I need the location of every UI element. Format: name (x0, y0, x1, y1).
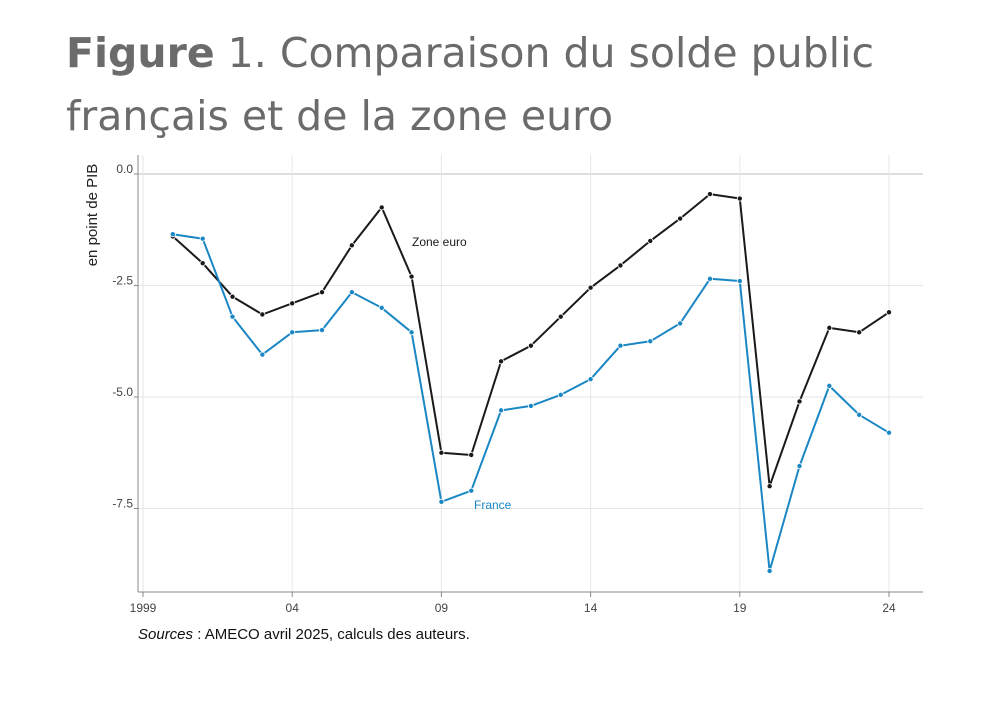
data-point-france (229, 313, 236, 320)
data-point-france (408, 329, 415, 336)
x-ticks: 1999 04 09 14 19 24 (130, 592, 896, 615)
data-point-france (677, 320, 684, 327)
data-point-zone-euro (647, 237, 654, 244)
data-point-zone-euro (229, 293, 236, 300)
data-point-france (826, 382, 833, 389)
x-tick-label: 04 (286, 601, 300, 615)
data-point-france (647, 338, 654, 345)
y-tick-label: -5.0 (112, 385, 133, 399)
data-point-france (289, 329, 296, 336)
data-point-zone-euro (677, 215, 684, 222)
data-point-zone-euro (199, 260, 206, 267)
y-axis-label: en point de PIB (84, 164, 101, 267)
series-line-france (172, 233, 890, 572)
data-point-france (617, 342, 624, 349)
y-tick-label: -2.5 (112, 274, 133, 288)
data-point-zone-euro (587, 284, 594, 291)
axes (137, 155, 923, 593)
series (169, 191, 893, 574)
data-point-france (378, 304, 385, 311)
sources-text: : AMECO avril 2025, calculs des auteurs. (193, 626, 470, 643)
y-ticks: 0.0 -2.5 -5.0 -7.5 (112, 162, 138, 511)
data-point-zone-euro (826, 324, 833, 331)
data-point-zone-euro (348, 242, 355, 249)
figure-title-text: Comparaison du solde public français et … (66, 29, 875, 140)
data-point-france (587, 376, 594, 383)
sources-note: Sources : AMECO avril 2025, calculs des … (138, 626, 470, 643)
data-point-france (766, 567, 773, 574)
data-point-zone-euro (498, 358, 505, 365)
figure-title: Figure 1. Comparaison du solde public fr… (66, 22, 946, 148)
data-point-france (438, 498, 445, 505)
x-tick-label: 1999 (130, 601, 157, 615)
data-point-france (199, 235, 206, 242)
data-point-france (259, 351, 266, 358)
data-point-zone-euro (468, 451, 475, 458)
data-point-zone-euro (736, 195, 743, 202)
data-point-zone-euro (438, 449, 445, 456)
data-point-zone-euro (617, 262, 624, 269)
data-point-zone-euro (557, 313, 564, 320)
data-point-zone-euro (706, 191, 713, 198)
data-point-zone-euro (408, 273, 415, 280)
data-point-france (736, 278, 743, 285)
x-tick-label: 09 (435, 601, 449, 615)
data-point-france (169, 231, 176, 238)
x-tick-label: 24 (882, 601, 896, 615)
data-point-zone-euro (259, 311, 266, 318)
data-point-zone-euro (766, 483, 773, 490)
data-point-zone-euro (527, 342, 534, 349)
data-point-zone-euro (319, 289, 326, 296)
y-tick-label: 0.0 (116, 162, 133, 176)
data-point-france (706, 275, 713, 282)
data-point-zone-euro (289, 300, 296, 307)
data-point-france (856, 411, 863, 418)
data-point-zone-euro (856, 329, 863, 336)
data-point-france (796, 463, 803, 470)
sources-label: Sources (138, 626, 194, 643)
series-label-france: France (474, 498, 512, 512)
data-point-zone-euro (378, 204, 385, 211)
data-point-zone-euro (796, 398, 803, 405)
x-tick-label: 19 (733, 601, 747, 615)
data-point-france (348, 289, 355, 296)
data-point-france (527, 402, 534, 409)
data-point-france (557, 391, 564, 398)
data-point-france (319, 327, 326, 334)
data-point-france (498, 407, 505, 414)
figure-lead: Figure (66, 29, 215, 77)
data-point-zone-euro (886, 309, 893, 316)
figure-number: 1. (227, 29, 267, 77)
data-point-france (468, 487, 475, 494)
data-point-france (886, 429, 893, 436)
grid (138, 155, 923, 592)
x-tick-label: 14 (584, 601, 598, 615)
y-tick-label: -7.5 (112, 497, 133, 511)
series-label-zone-euro: Zone euro (412, 235, 467, 249)
